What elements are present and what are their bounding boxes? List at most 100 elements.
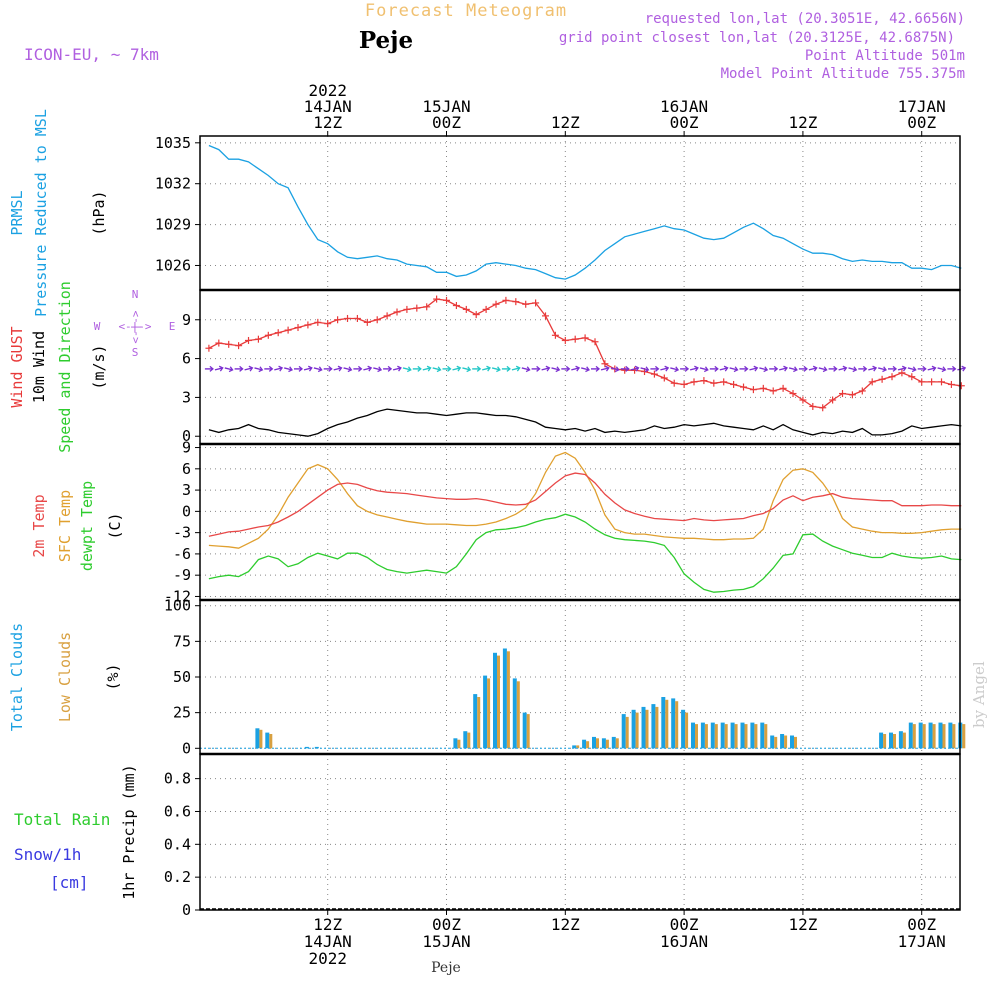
wind-arrow [214,365,224,372]
wind-arrow-shaft [333,367,342,371]
low-cloud-bar [932,724,936,749]
top-time-label: 00Z [670,113,699,132]
total-cloud-bar [473,694,478,749]
wind-arrow-head [684,365,690,372]
wind-arrow-shaft [719,367,728,371]
wind-arrow-head [486,365,491,372]
wind-arrow-shaft [907,367,916,371]
wind-arrow-body [294,365,304,372]
total-cloud-bar [661,697,666,749]
total-cloud-bar [710,722,715,749]
wind-arrow-head [833,365,838,372]
wind-arrow-head [882,366,887,373]
wind-arrow [462,366,472,373]
wind-arrow-body [888,365,898,372]
wind-arrow-body [957,365,967,372]
low-cloud-bar [764,724,768,749]
low-cloud-bar [477,697,481,749]
panel-axis-label: SFC Temp [56,490,74,562]
total-cloud-bar [780,734,785,749]
wind-arrow-shaft [610,367,619,371]
wind-arrow-shaft [808,367,817,371]
requested-coords: requested lon,lat (20.3051E, 42.6656N) [645,11,965,27]
wind-arrow-body [650,365,660,372]
low-cloud-bar [695,724,698,749]
wind-arrow-head [307,365,313,372]
y-tick-label: 0 [182,901,191,919]
top-time-label: 14JAN [304,97,352,116]
panel-frame [199,135,961,291]
model-altitude: Model Point Altitude 755.375m [721,66,965,82]
wind-arrow-head [506,365,511,372]
wind-arrow-shaft [551,367,560,371]
total-cloud-bar [879,732,884,749]
wind-arrow-head [466,366,472,373]
y-tick-label: 6 [182,460,191,478]
wind-arrow-body [640,366,650,373]
wind-arrow-body [907,366,917,373]
y-tick-label: -12 [164,587,191,605]
wind-arrow [432,366,442,373]
wind-arrow-shaft [284,367,293,371]
wind-arrow [937,366,947,373]
wind-arrow [858,365,868,372]
wind-arrow-body [779,365,788,372]
compass-n: N [132,288,139,301]
bottom-time-label: 15JAN [422,932,470,951]
total-cloud-bar [512,678,517,749]
low-cloud-bar [754,724,758,749]
wind-arrow-head [783,365,788,372]
low-cloud-bar [457,739,461,749]
low-cloud-bar [526,714,530,749]
wind-arrow-shaft [274,367,283,371]
wind-arrow-body [591,365,601,372]
wind-arrow-head [852,366,858,373]
wind-arrow-body [511,365,521,372]
panel-frame [199,753,961,911]
total-cloud-bar [671,698,676,749]
bottom-time-label: 12Z [313,915,342,934]
gridpoint-coords: grid point closest lon,lat (20.3125E, 42… [559,30,955,46]
wind-arrow-head [644,366,650,373]
panel-axis-label: 2m Temp [30,494,48,557]
wind-arrow-body [412,365,422,372]
top-time-label: 15JAN [422,97,470,116]
top-time-label: 17JAN [898,97,946,116]
dewpoint-line [208,513,962,593]
wind-arrow [947,365,957,372]
low-cloud-bar [883,734,887,749]
wind-arrow [749,365,759,372]
wind-arrow-body [392,365,402,372]
total-cloud-bar [740,722,745,749]
low-cloud-bar [655,706,659,749]
low-cloud-bar [774,736,778,749]
point-altitude: Point Altitude 501m [805,48,965,64]
wind-arrow-head [406,366,412,373]
wind-arrow-body [571,365,581,372]
total-cloud-bar [265,732,270,749]
total-cloud-bar [889,732,893,749]
bottom-time-label: 12Z [551,915,580,934]
wind-arrow-head [337,365,343,372]
wind-arrow-head [614,366,620,373]
sfc-temp-line [208,451,962,549]
total-cloud-bar [938,722,943,749]
low-cloud-bar [724,724,728,749]
wind-arrow-shaft [521,367,530,371]
low-cloud-bar [962,724,966,749]
wind-arrow-body [313,366,323,373]
wind-arrow [383,365,393,372]
wind-arrow-shaft [363,367,372,371]
wind-arrow-head [298,365,304,372]
wind-arrow [412,365,422,372]
wind-arrow-shaft [343,367,352,371]
panel-axis-label: (C) [106,512,124,539]
wind-arrow-shaft [600,367,609,371]
wind-arrow-head [278,365,284,372]
total-cloud-bar [453,738,458,749]
wind-arrow [591,365,601,372]
wind-arrow-shaft [254,367,263,371]
wind-arrow-head [545,365,551,372]
wind-arrow-head [347,366,353,373]
y-tick-label: 6 [182,350,191,368]
